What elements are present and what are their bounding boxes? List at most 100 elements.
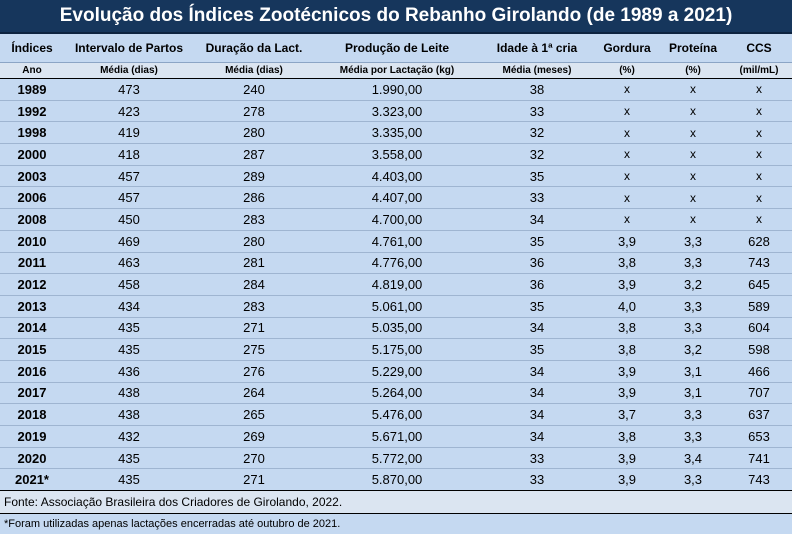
table-cell: 3,8 [594,425,660,448]
table-row: 2015 435 275 5.175,00 35 3,8 3,2 598 [0,338,792,361]
year-cell: 2016 [0,360,64,383]
table-cell: x [594,78,660,101]
table-cell: 4.700,00 [314,208,480,231]
table-cell: 5.671,00 [314,425,480,448]
table-cell: 3,3 [660,403,726,426]
table-cell: 269 [194,425,314,448]
table-row: 2010 469 280 4.761,00 35 3,9 3,3 628 [0,230,792,253]
table-cell: 5.772,00 [314,447,480,470]
table-cell: 3,9 [594,273,660,296]
table-cell: 34 [480,317,594,340]
table-cell: 418 [64,143,194,166]
table-cell: 4.407,00 [314,186,480,210]
year-cell: 1992 [0,100,64,123]
table-cell: 741 [726,447,792,470]
column-header: Índices [0,34,64,63]
table-cell: 457 [64,186,194,210]
year-cell: 2010 [0,230,64,253]
column-subheader: Média (meses) [480,62,594,79]
table-cell: 438 [64,382,194,405]
table-cell: 423 [64,100,194,123]
column-subheader: Média por Lactação (kg) [314,62,480,79]
year-cell: 2018 [0,403,64,426]
table-cell: 3,9 [594,468,660,492]
table-row: 2018 438 265 5.476,00 34 3,7 3,3 637 [0,403,792,426]
table-cell: 3,2 [660,273,726,296]
table-cell: 435 [64,317,194,340]
header-row: Índices Intervalo de Partos Duração da Lac… [0,34,792,63]
table-cell: 589 [726,295,792,318]
table-cell: 458 [64,273,194,296]
table-cell: 3,3 [660,425,726,448]
table-row: 2016 436 276 5.229,00 34 3,9 3,1 466 [0,360,792,383]
table-cell: 240 [194,78,314,101]
table-cell: 275 [194,338,314,361]
year-cell: 2000 [0,143,64,166]
table-cell: 469 [64,230,194,253]
year-cell: 1989 [0,78,64,101]
year-cell: 2011 [0,252,64,275]
table-cell: 33 [480,447,594,470]
table-cell: 4.776,00 [314,252,480,275]
table-cell: 34 [480,403,594,426]
year-cell: 2012 [0,273,64,296]
table-cell: 432 [64,425,194,448]
table-cell: 287 [194,143,314,166]
table-cell: x [660,78,726,101]
table-cell: x [726,208,792,231]
table-cell: x [594,208,660,231]
table-cell: 33 [480,100,594,123]
table-cell: 5.229,00 [314,360,480,383]
table-row: 1989 473 240 1.990,00 38 x x x [0,78,792,101]
table-cell: 280 [194,230,314,253]
table-row: 2019 432 269 5.671,00 34 3,8 3,3 653 [0,425,792,448]
table-cell: 5.870,00 [314,468,480,492]
table-cell: 3,3 [660,295,726,318]
column-header: Proteína [660,34,726,63]
table-cell: 5.035,00 [314,317,480,340]
table-cell: 35 [480,338,594,361]
table-cell: x [660,100,726,123]
year-cell: 2017 [0,382,64,405]
year-cell: 2014 [0,317,64,340]
table-cell: 3,3 [660,317,726,340]
table-cell: 36 [480,273,594,296]
table-cell: 289 [194,165,314,188]
table-row: 2017 438 264 5.264,00 34 3,9 3,1 707 [0,382,792,405]
table-cell: 3,3 [660,230,726,253]
table-row: 2013 434 283 5.061,00 35 4,0 3,3 589 [0,295,792,318]
table-cell: 3.558,00 [314,143,480,166]
table-cell: 3.335,00 [314,121,480,145]
table-cell: 3,9 [594,230,660,253]
column-header: Gordura [594,34,660,63]
table-cell: 38 [480,78,594,101]
table-cell: 3,9 [594,382,660,405]
table-cell: 283 [194,208,314,231]
table-cell: 628 [726,230,792,253]
table-cell: x [660,143,726,166]
table-cell: 3,1 [660,382,726,405]
table-cell: 743 [726,252,792,275]
table-cell: x [726,121,792,145]
table-cell: 286 [194,186,314,210]
year-cell: 2021* [0,468,64,492]
table-cell: 34 [480,360,594,383]
table-cell: 36 [480,252,594,275]
year-cell: 2020 [0,447,64,470]
table-cell: 271 [194,317,314,340]
table-cell: 34 [480,382,594,405]
table-cell: 707 [726,382,792,405]
page-title: Evolução dos Índices Zootécnicos do Reba… [0,0,792,34]
table-cell: 3,8 [594,338,660,361]
table-cell: 32 [480,143,594,166]
table-cell: 34 [480,425,594,448]
table-cell: x [726,100,792,123]
table-cell: 1.990,00 [314,78,480,101]
column-header: Produção de Leite [314,34,480,63]
table-cell: x [726,165,792,188]
year-cell: 2015 [0,338,64,361]
year-cell: 2008 [0,208,64,231]
subheader-row: Ano Média (dias) Média (dias) Média por Lac… [0,62,792,79]
table-cell: 3,1 [660,360,726,383]
